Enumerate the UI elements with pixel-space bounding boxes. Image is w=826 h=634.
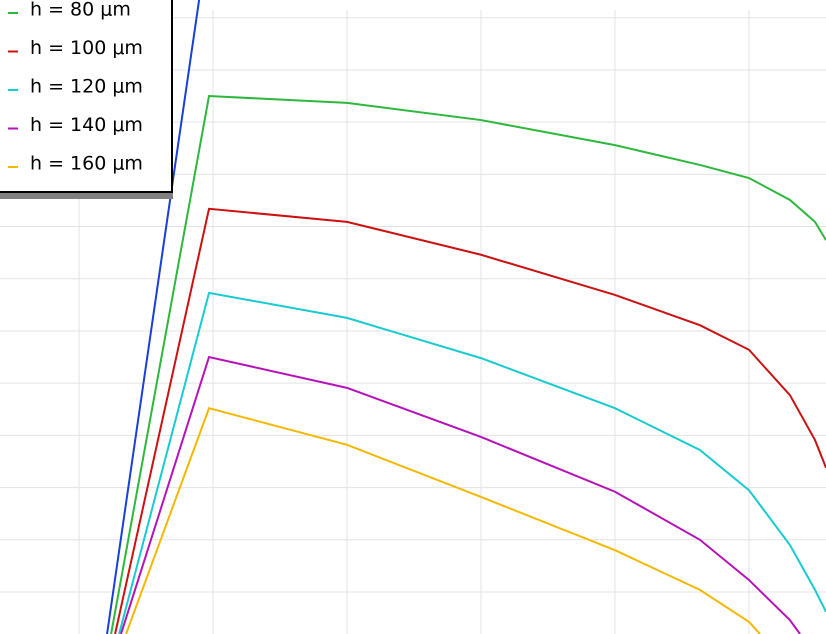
lines [106, 0, 826, 634]
legend-box [0, 0, 173, 193]
legend-shadow [0, 192, 173, 199]
legend-label: h = 80 μm [30, 0, 131, 21]
grid [0, 10, 826, 634]
legend: h = 80 μm h = 100 μm h = 120 μm h = 140 μm h… [0, 0, 173, 199]
series-line [114, 207, 826, 634]
legend-label: h = 120 μm [30, 76, 143, 98]
legend-label: h = 160 μm [30, 153, 143, 175]
series-line [125, 407, 761, 634]
series-line [118, 291, 826, 634]
legend-label: h = 140 μm [30, 114, 143, 136]
series-line [106, 0, 201, 634]
series-line [110, 95, 826, 634]
legend-label: h = 100 μm [30, 37, 143, 59]
series-line [120, 355, 801, 634]
